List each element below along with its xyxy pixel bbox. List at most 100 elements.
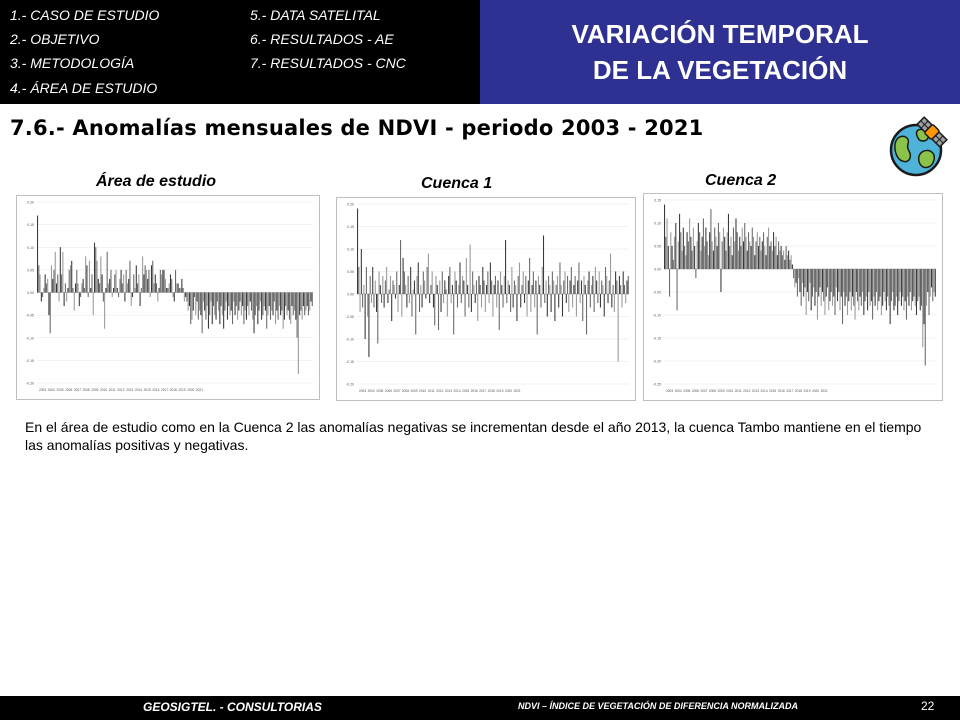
anomaly-bar [393,285,395,294]
y-tick-label: -0.25 [653,383,661,387]
anomaly-bar [145,269,147,293]
anomaly-bar [77,283,79,293]
anomaly-bar [391,294,393,321]
anomaly-bar [450,294,452,303]
anomaly-bar [237,292,239,320]
anomaly-bar [719,232,721,269]
anomaly-bar [458,285,460,294]
anomaly-bar [589,294,591,308]
anomaly-bar [311,292,313,307]
anomaly-bar [116,287,118,293]
menu-item-objetivo[interactable]: 2.- OBJETIVO [10,31,100,47]
anomaly-bar [67,287,69,293]
anomaly-bar [499,271,502,294]
anomaly-bar [554,294,556,321]
anomaly-bar [737,250,740,269]
anomaly-bar [147,278,149,293]
anomaly-bar [679,213,681,269]
anomaly-bar [923,269,925,325]
anomaly-bar [475,280,477,294]
anomaly-bar [736,232,738,269]
anomaly-bar [439,280,441,294]
anomaly-bar [524,294,526,303]
anomaly-bar [242,292,244,307]
anomaly-bar [862,269,864,292]
anomaly-bar [806,269,808,292]
menu-item-resultados-cnc[interactable]: 7.- RESULTADOS - CNC [250,55,406,71]
menu-item-caso-de-estudio[interactable]: 1.- CASO DE ESTUDIO [10,7,160,23]
y-tick-label: 0.20 [347,203,354,207]
anomaly-bar [402,258,404,294]
anomaly-bar [599,294,601,308]
ndvi-anomaly-chart-cuenca-1: 0.20 0.15 0.10 0.05 0.00 -0.05 -0.10 -0.15 -0.20… [346,203,629,393]
anomaly-bar [726,232,728,269]
anomaly-bar [307,292,310,316]
x-tick-label: 2021 [821,389,828,393]
anomaly-bar [367,294,369,317]
x-tick-label: 2007 [74,388,81,392]
x-tick-label: 2016 [152,388,159,392]
x-tick-label: 2005 [376,389,383,393]
menu-item-metodologia[interactable]: 3.- METODOLOGÍA [10,55,135,71]
anomaly-bar [294,292,296,311]
anomaly-bar [434,294,436,326]
anomaly-bar [429,294,431,303]
x-tick-label: 2012 [117,388,124,392]
anomaly-bar [558,294,560,308]
anomaly-bar [281,292,283,311]
anomaly-bar [421,294,423,308]
anomaly-bar [890,269,892,302]
anomaly-bar [574,276,576,294]
anomaly-bar [868,269,870,292]
anomaly-bar [493,285,495,294]
menu-item-resultados-ae[interactable]: 6.- RESULTADOS - AE [250,31,394,47]
anomaly-bar [161,274,163,293]
anomaly-bar [691,250,693,269]
anomaly-bar [825,269,827,297]
anomaly-bar [847,269,849,315]
anomaly-bar [712,250,714,269]
anomaly-bar [101,274,103,293]
anomaly-bar [626,280,628,294]
anomaly-bar [563,280,565,294]
anomaly-bar [214,292,216,316]
anomaly-bar [126,283,128,293]
anomaly-bar [55,283,58,293]
anomaly-bar [125,269,127,293]
anomaly-bar [396,271,398,294]
anomaly-bar [730,236,732,269]
anomaly-bar [441,271,443,294]
x-tick-label: 2020 [187,388,194,392]
anomaly-bar [273,292,275,302]
ndvi-anomaly-chart-cuenca-2: 0.15 0.10 0.05 0.00 -0.05 -0.10 -0.15 -0.20 -0.2… [653,199,936,393]
anomaly-bar [858,269,860,311]
anomaly-bar [362,294,364,308]
anomaly-bar [91,274,93,293]
anomaly-bar [193,292,196,298]
anomaly-bar [231,292,234,325]
anomaly-bar [696,241,698,269]
anomaly-bar [867,269,869,311]
menu-item-area-de-estudio[interactable]: 4.- ÁREA DE ESTUDIO [10,80,158,96]
anomaly-bar [525,276,527,294]
anomaly-bar [920,269,923,306]
anomaly-bar [261,292,263,320]
anomaly-bar [140,287,142,293]
x-tick-label: 2005 [683,389,690,393]
x-tick-label: 2016 [471,389,478,393]
anomaly-bar [606,276,608,294]
anomaly-bar [813,269,815,288]
anomaly-bar [521,285,523,294]
anomaly-bar [754,255,756,269]
anomaly-bar [914,269,916,306]
anomaly-bar [503,276,505,294]
anomaly-bar [801,269,803,283]
anomaly-bar [283,292,285,320]
menu-item-data-satelital[interactable]: 5.- DATA SATELITAL [250,7,381,23]
anomaly-bar [865,269,867,297]
anomaly-bar [681,250,683,269]
anomaly-bar [358,267,360,294]
anomaly-bar [553,280,555,294]
anomaly-bar [510,294,512,312]
anomaly-bar [114,274,116,293]
